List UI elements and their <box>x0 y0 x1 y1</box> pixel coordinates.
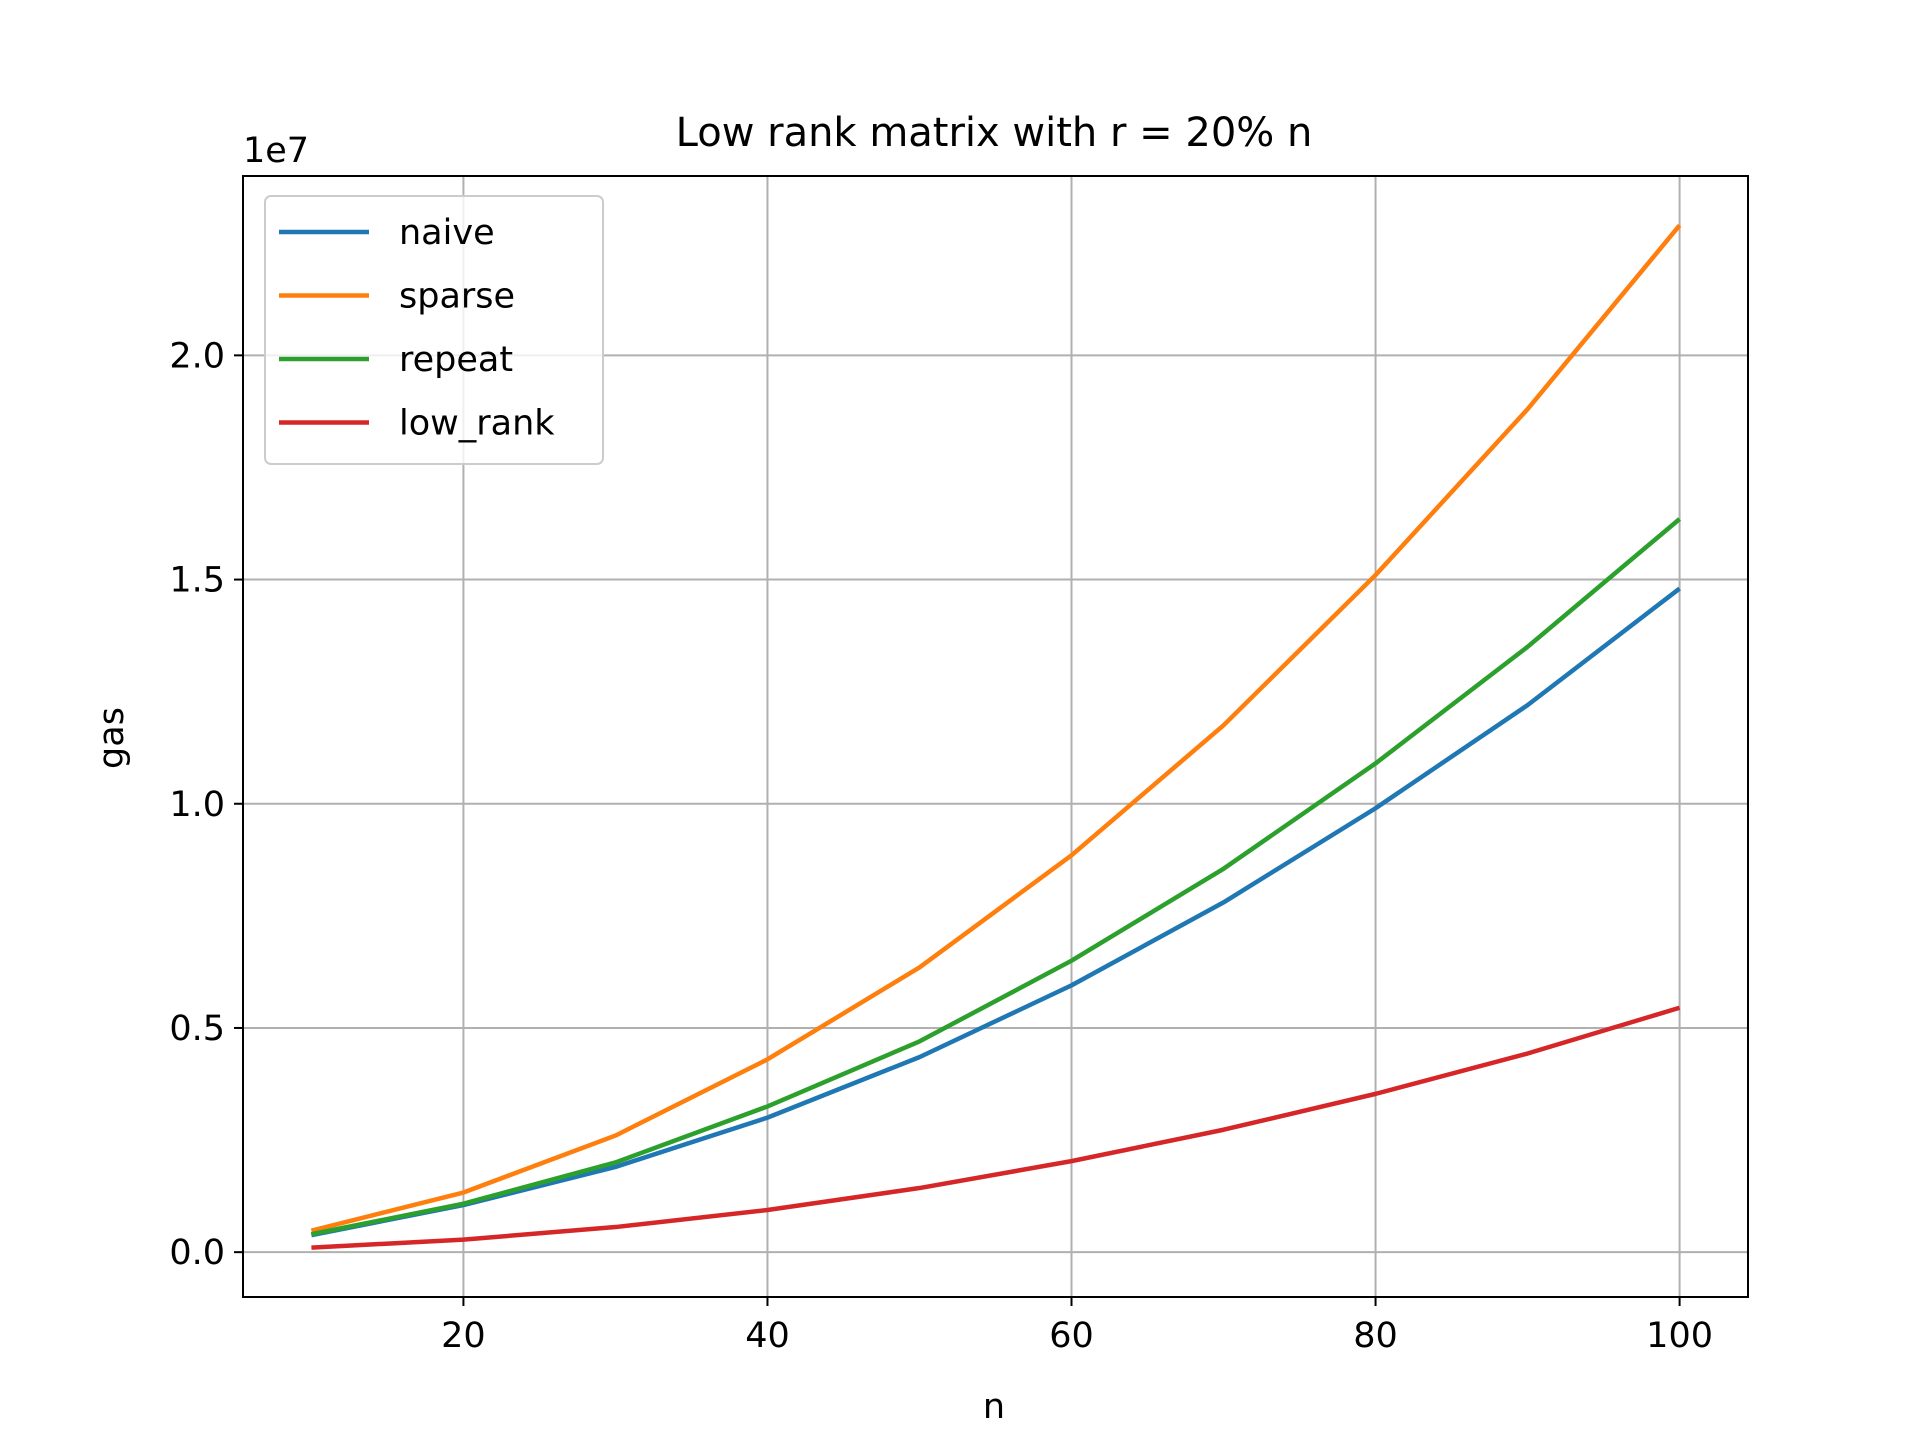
x-axis: 20 40 60 80 100 <box>441 1297 1713 1356</box>
x-axis-label: n <box>983 1387 1005 1427</box>
x-tick-label: 40 <box>745 1316 790 1356</box>
y-tick-label: 2.0 <box>169 336 225 376</box>
legend-box <box>264 195 604 465</box>
y-axis: 0.0 0.5 1.0 1.5 2.0 <box>169 336 243 1273</box>
plot-frame <box>242 175 1749 1298</box>
legend-label: sparse <box>399 277 515 317</box>
series-lines <box>310 223 1682 1250</box>
x-tick-label: 80 <box>1353 1316 1398 1356</box>
legend-label: low_rank <box>399 404 555 444</box>
legend-label: naive <box>399 213 495 253</box>
series-line-low-rank <box>311 1005 1681 1250</box>
x-tick-label: 60 <box>1049 1316 1094 1356</box>
legend-label: repeat <box>399 340 513 380</box>
series-line-naive <box>310 586 1681 1238</box>
x-tick-label: 20 <box>441 1316 486 1356</box>
y-tick-label: 1.0 <box>169 785 225 825</box>
series-line-sparse <box>310 223 1682 1233</box>
y-axis-label: gas <box>92 707 132 769</box>
legend: naive sparse repeat low_rank <box>264 195 604 465</box>
y-axis-offset-label: 1e7 <box>243 131 309 171</box>
chart-title: Low rank matrix with r = 20% n <box>676 110 1313 156</box>
y-tick-label: 0.5 <box>169 1009 225 1049</box>
x-tick-label: 100 <box>1646 1316 1713 1356</box>
grid-lines <box>243 176 1748 1297</box>
y-tick-label: 1.5 <box>169 561 225 601</box>
series-line-repeat <box>310 517 1682 1237</box>
y-tick-label: 0.0 <box>169 1233 225 1273</box>
